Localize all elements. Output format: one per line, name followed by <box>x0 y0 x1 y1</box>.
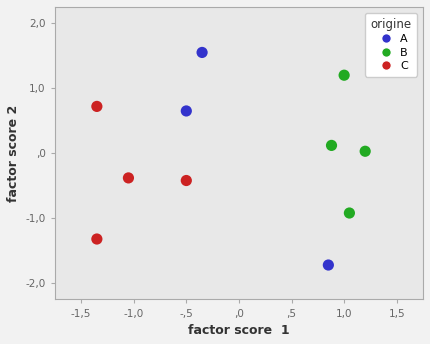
Point <box>362 149 369 154</box>
Point <box>125 175 132 181</box>
Point <box>325 262 332 268</box>
Point <box>341 73 347 78</box>
Point <box>346 210 353 216</box>
Point <box>93 104 100 109</box>
Point <box>183 178 190 183</box>
Point <box>328 143 335 148</box>
Y-axis label: factor score 2: factor score 2 <box>7 105 20 202</box>
Legend: A, B, C: A, B, C <box>365 12 418 77</box>
Point <box>183 108 190 114</box>
Point <box>199 50 206 55</box>
Point <box>93 236 100 242</box>
X-axis label: factor score  1: factor score 1 <box>188 324 290 337</box>
